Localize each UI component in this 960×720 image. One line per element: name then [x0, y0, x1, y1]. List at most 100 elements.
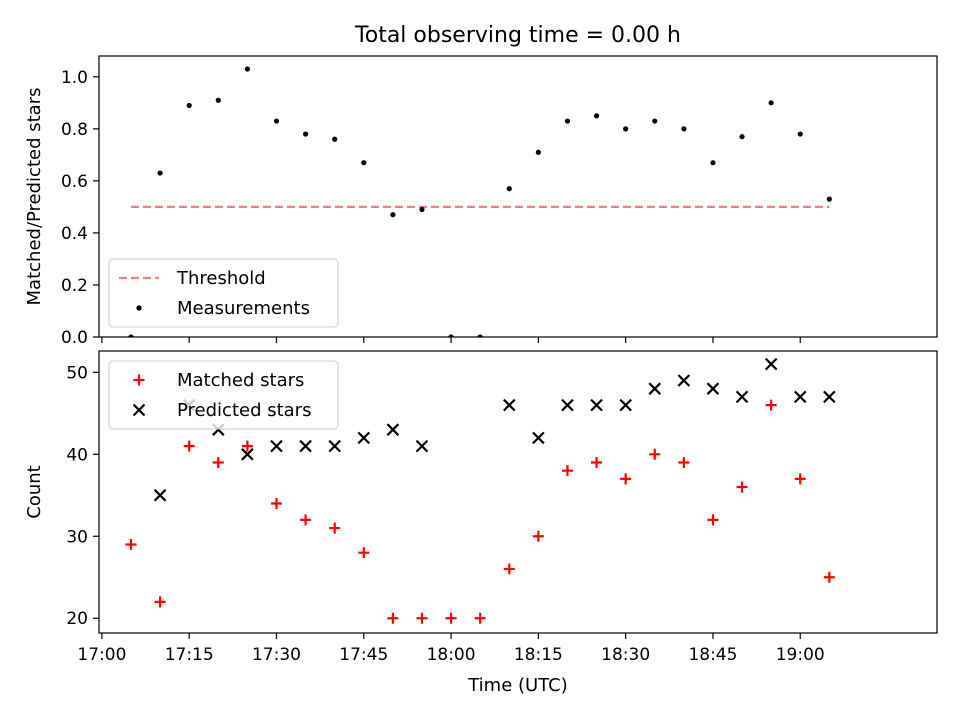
- x-tick-label: 18:45: [688, 645, 737, 665]
- measurement-point: [419, 206, 425, 213]
- plot-area: [125, 357, 836, 624]
- legend-label: Threshold: [176, 268, 266, 289]
- legend-swatch: [136, 305, 142, 311]
- matched-star-point: [212, 456, 224, 468]
- y-tick-label: 50: [66, 363, 88, 383]
- y-axis-label: Count: [24, 465, 45, 518]
- matched-star-point: [445, 612, 457, 624]
- legend: Matched stars Predicted stars: [108, 360, 339, 430]
- predicted-star-point: [648, 382, 662, 395]
- legend-box: [108, 360, 339, 430]
- x-tick-label: 17:00: [77, 645, 126, 665]
- axes-frame: [98, 55, 938, 338]
- matched-star-point: [416, 612, 428, 624]
- predicted-star-point: [706, 382, 720, 395]
- measurement-point: [564, 118, 571, 124]
- measurement-point: [332, 136, 338, 142]
- matched-star-point: [765, 399, 777, 411]
- y-tick-label: 40: [66, 445, 88, 465]
- y-tick-label: 0.0: [61, 328, 88, 348]
- x-tick-label: 17:45: [339, 645, 388, 665]
- matched-star-point: [794, 473, 806, 485]
- measurement-point: [302, 131, 309, 137]
- measurement-point: [768, 100, 774, 106]
- y-tick-label: 0.4: [61, 224, 88, 244]
- ratio-panel: 0.0 0.2 0.4 0.6 0.8 1.0 Matched/Predicted star…: [24, 55, 938, 348]
- y-tick-label: 0.2: [61, 276, 88, 296]
- matched-star-point: [561, 465, 573, 477]
- predicted-star-point: [502, 398, 516, 412]
- matched-star-point: [591, 456, 603, 468]
- matched-star-point: [387, 612, 399, 624]
- x-axis-label: Time (UTC): [467, 675, 568, 696]
- matched-star-point: [736, 481, 748, 493]
- count-panel: 17:00 17:15 17:30 17:45 18:00 18:15 18:30 18:45…: [24, 350, 938, 665]
- predicted-star-point: [561, 398, 574, 412]
- matched-star-point: [270, 497, 282, 509]
- x-tick-label: 18:15: [514, 645, 563, 665]
- measurement-point: [739, 134, 745, 140]
- measurement-point: [128, 334, 134, 337]
- measurement-point: [390, 212, 396, 218]
- matched-star-point: [241, 440, 253, 452]
- matched-star-point: [707, 514, 719, 526]
- predicted-star-point: [590, 398, 603, 412]
- y-tick-label: 20: [66, 609, 88, 629]
- matched-star-point: [823, 571, 835, 583]
- predicted-star-point: [415, 439, 429, 453]
- predicted-star-point: [241, 448, 254, 461]
- predicted-star-point: [357, 431, 371, 445]
- measurement-point: [477, 334, 483, 337]
- x-tick-label: 17:15: [165, 645, 214, 665]
- measurement-point: [826, 196, 832, 202]
- predicted-star-point: [386, 423, 400, 436]
- matched-star-point: [300, 514, 312, 526]
- measurement-point: [215, 97, 221, 103]
- predicted-star-point: [677, 374, 691, 387]
- measurement-point: [186, 102, 192, 109]
- measurement-point: [273, 118, 280, 124]
- y-tick-label: 30: [66, 527, 88, 547]
- matched-star-point: [125, 538, 137, 550]
- measurement-point: [361, 160, 367, 166]
- matched-star-point: [329, 522, 341, 534]
- predicted-star-point: [764, 357, 778, 371]
- measurement-point: [681, 126, 687, 132]
- y-tick-label: 0.8: [61, 120, 88, 140]
- legend: Threshold Measurements: [108, 258, 339, 328]
- x-tick-label: 18:30: [601, 645, 650, 665]
- matched-star-point: [358, 547, 370, 559]
- x-tick-label: 19:00: [776, 645, 825, 665]
- y-tick-label: 1.0: [61, 68, 88, 88]
- measurement-point: [623, 126, 629, 132]
- measurement-point: [448, 334, 454, 337]
- legend-swatch: [132, 403, 146, 417]
- measurement-point: [244, 66, 250, 72]
- matched-star-point: [183, 440, 195, 452]
- predicted-star-point: [270, 439, 283, 453]
- y-axis-label: Matched/Predicted stars: [24, 88, 45, 306]
- predicted-star-point: [532, 431, 545, 445]
- legend-label: Predicted stars: [177, 400, 311, 421]
- matched-star-point: [649, 448, 661, 460]
- y-tick-label: 0.6: [61, 172, 88, 192]
- x-tick-label: 17:30: [252, 645, 301, 665]
- predicted-star-point: [328, 439, 341, 453]
- matched-star-point: [503, 563, 515, 575]
- x-tick-label: 18:00: [427, 645, 476, 665]
- measurement-point: [535, 149, 541, 155]
- measurement-point: [157, 170, 163, 176]
- matched-star-point: [532, 530, 544, 542]
- legend-swatch: [133, 374, 145, 386]
- matched-star-point: [474, 612, 486, 624]
- predicted-star-point: [823, 390, 836, 404]
- plot-area: [128, 66, 832, 337]
- predicted-star-point: [619, 398, 632, 412]
- matched-star-point: [154, 596, 166, 608]
- chart-title: Total observing time = 0.00 h: [354, 23, 681, 48]
- measurement-point: [593, 113, 600, 119]
- predicted-star-point: [153, 489, 167, 502]
- measurement-point: [652, 118, 658, 124]
- predicted-star-point: [793, 390, 807, 404]
